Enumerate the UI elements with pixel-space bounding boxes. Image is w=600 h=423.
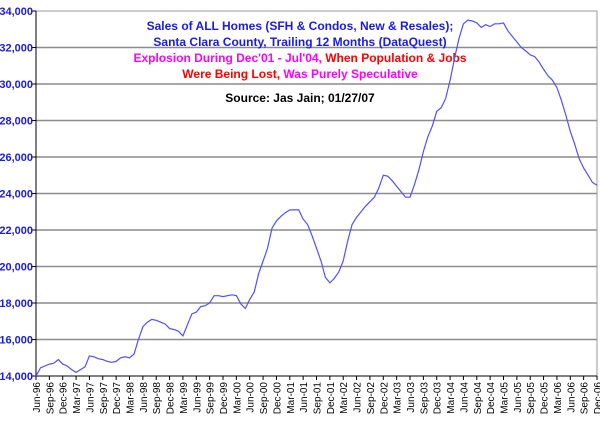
x-tick-label: Mar-98 [126,382,137,414]
x-tick-label: Jun-98 [139,382,150,413]
x-axis: Jun-96 Sep-96 Dec-96 Mar-97 Jun-97 Sep-97 Dec-… [32,11,600,414]
x-tick-label: Sep-98 [152,382,163,415]
y-tick-label: 28,000 [0,116,33,128]
x-tick-label: Jun-03 [406,382,417,413]
x-tick-label: Jun-00 [246,382,257,413]
y-tick-label: 22,000 [0,225,33,237]
title-segment: Santa Clara County, Trailing 12 Months (… [153,35,446,49]
x-tick-label: Jun-99 [192,382,203,413]
x-tick-label: Dec-05 [540,382,551,415]
x-tick-label: Dec-06 [593,382,600,415]
x-tick-label: Jun-02 [353,382,364,413]
x-tick-label: Sep-00 [259,382,270,415]
y-tick-label: 26,000 [0,152,33,164]
title-line: Were Being Lost, Was Purely Speculative [182,67,418,81]
x-tick-label: Jun-97 [85,382,96,413]
x-tick-label: Dec-03 [433,382,444,415]
chart-title: Sales of ALL Homes (SFH & Condos, New & … [133,19,466,105]
x-tick-label: Mar-99 [179,382,190,414]
series-line-home-sales [35,19,598,377]
x-tick-label: Sep-96 [45,382,56,415]
title-line: Explosion During Dec'01 - Jul'04, When P… [133,51,466,65]
x-tick-label: Sep-02 [366,382,377,415]
x-tick-label: Jun-05 [513,382,524,413]
x-tick-label: Sep-05 [526,382,537,415]
y-tick-label: 18,000 [0,298,33,310]
y-tick-label: 16,000 [0,335,33,347]
x-tick-label: Jun-04 [459,382,470,413]
y-tick-label: 30,000 [0,79,33,91]
x-tick-label: Jun-01 [299,382,310,413]
x-tick-label: Mar-06 [553,382,564,414]
x-tick-label: Dec-97 [112,382,123,415]
x-tick-label: Mar-04 [446,382,457,414]
x-tick-label: Sep-06 [580,382,591,415]
x-tick-label: Dec-99 [219,382,230,415]
y-tick-label: 24,000 [0,189,33,201]
x-tick-label: Sep-01 [313,382,324,415]
x-tick-label: Dec-04 [486,382,497,415]
title-segment: Sales of ALL Homes (SFH & Condos, New & … [147,19,454,33]
title-segment: Explosion During Dec'01 - Jul'04, [133,51,325,65]
x-tick-label: Mar-01 [286,382,297,414]
x-tick-label: Mar-00 [232,382,243,414]
title-segment: When Population & Jobs [325,51,467,65]
title-line: Sales of ALL Homes (SFH & Condos, New & … [147,19,454,33]
x-tick-label: Sep-04 [473,382,484,415]
y-tick-label: 20,000 [0,262,33,274]
x-tick-label: Mar-97 [72,382,83,414]
x-tick-label: Dec-00 [272,382,283,415]
x-tick-label: Sep-03 [419,382,430,415]
x-tick-label: Dec-96 [59,382,70,415]
x-tick-label: Jun-96 [32,382,43,413]
title-line: Santa Clara County, Trailing 12 Months (… [153,35,446,49]
x-tick-label: Dec-98 [166,382,177,415]
x-tick-label: Dec-01 [326,382,337,415]
x-tick-label: Dec-02 [379,382,390,415]
y-tick-label: 14,000 [0,371,33,383]
y-tick-label: 32,000 [0,43,33,55]
x-tick-label: Jun-06 [566,382,577,413]
x-tick-label: Mar-05 [500,382,511,414]
y-axis-tick-labels: 14,000 16,000 18,000 20,000 22,000 24,000 26,0… [0,6,36,383]
title-segment: Was Purely Speculative [283,67,418,81]
x-tick-label: Sep-99 [206,382,217,415]
y-tick-label: 34,000 [0,6,33,18]
x-tick-label: Mar-02 [339,382,350,414]
x-tick-label: Mar-03 [393,382,404,414]
title-segment: Source: Jas Jain; 01/27/07 [225,91,375,105]
title-line: Source: Jas Jain; 01/27/07 [225,91,375,105]
gridlines [36,46,597,341]
title-segment: Were Being Lost, [182,67,283,81]
x-tick-label: Sep-97 [99,382,110,415]
